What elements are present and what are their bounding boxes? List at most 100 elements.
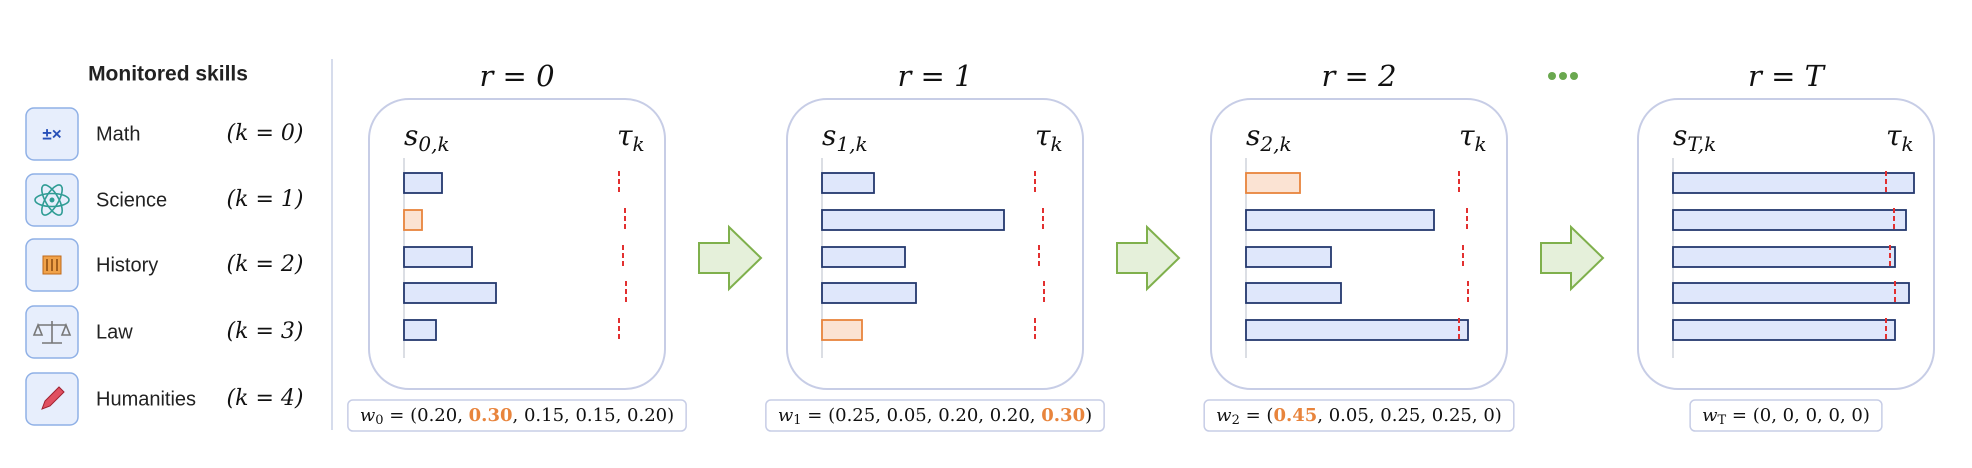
weights-separator: ,	[1817, 405, 1828, 426]
weight-value: 0.20	[990, 405, 1030, 426]
threshold-label: τk	[1886, 119, 1914, 156]
weights: wT = (0, 0, 0, 0, 0)	[1702, 405, 1870, 428]
arrow	[1116, 224, 1181, 292]
skill-bar	[1672, 246, 1896, 268]
skill-icon	[25, 173, 79, 227]
skill-icon: ±×	[25, 107, 79, 161]
weights-close: )	[1495, 405, 1502, 426]
score-label: sT,k	[1673, 119, 1716, 156]
weight-value: 0	[1851, 405, 1862, 426]
round-label: r = 0	[479, 59, 554, 93]
skill-bar	[403, 319, 437, 341]
weight-value: 0.20	[417, 405, 457, 426]
skill-bar	[403, 282, 497, 304]
skill-bar	[821, 172, 875, 194]
weights-separator: ,	[1317, 405, 1328, 426]
skill-icon	[25, 305, 79, 359]
score-label-subscript: 2,k	[1259, 132, 1291, 156]
weight-value: 0.25	[835, 405, 875, 426]
round-panel	[1637, 98, 1935, 390]
threshold-label-symbol: τ	[1459, 119, 1475, 152]
weights: w1 = (0.25, 0.05, 0.20, 0.20, 0.30)	[778, 405, 1092, 428]
weights-open: = (	[1240, 405, 1274, 426]
weights-symbol: w	[778, 405, 794, 426]
threshold-label-symbol: τ	[1035, 119, 1051, 152]
skill-name: Law	[96, 321, 133, 343]
skill-bar	[1245, 172, 1301, 194]
weights-separator: ,	[978, 405, 989, 426]
threshold-label: τk	[1035, 119, 1063, 156]
weights-symbol: w	[360, 405, 376, 426]
weights: w0 = (0.20, 0.30, 0.15, 0.15, 0.20)	[360, 405, 674, 428]
weight-value: 0.15	[524, 405, 564, 426]
skill-bar	[1245, 246, 1332, 268]
score-label: s0,k	[404, 119, 450, 156]
weights-close: )	[667, 405, 674, 426]
skill-name: Humanities	[96, 388, 196, 410]
weights-separator: ,	[513, 405, 524, 426]
threshold-label-symbol: τ	[617, 119, 633, 152]
weights-open: = (	[384, 405, 418, 426]
skill-bar	[1245, 209, 1435, 231]
skill-name: Math	[96, 123, 140, 145]
weights-open: = (	[802, 405, 836, 426]
weights-subscript: 1	[793, 413, 801, 428]
weight-value: 0	[1783, 405, 1794, 426]
weights-separator: ,	[1420, 405, 1431, 426]
skill-index: (k = 4)	[227, 386, 304, 411]
skill-bar	[1245, 282, 1342, 304]
round-panel	[786, 98, 1084, 390]
weights-separator: ,	[1840, 405, 1851, 426]
score-label: s2,k	[1246, 119, 1292, 156]
skill-bar	[1672, 319, 1896, 341]
threshold-label: τk	[617, 119, 645, 156]
pencil	[41, 386, 65, 410]
weights: w2 = (0.45, 0.05, 0.25, 0.25, 0)	[1216, 405, 1502, 428]
weights-separator: ,	[616, 405, 627, 426]
weight-value: 0.05	[887, 405, 927, 426]
skill-bar	[821, 246, 906, 268]
threshold-label-symbol: τ	[1886, 119, 1902, 152]
weights-subscript: T	[1718, 413, 1727, 428]
scale	[32, 321, 72, 344]
weight-value: 0.25	[1432, 405, 1472, 426]
weights-box	[765, 399, 1105, 432]
round-panel	[368, 98, 666, 390]
icon-box	[25, 107, 79, 161]
weights-symbol: w	[1702, 405, 1718, 426]
weights-box	[1689, 399, 1883, 432]
round-label: r = 2	[1321, 59, 1396, 93]
skill-icon	[25, 238, 79, 292]
weight-value: 0.30	[469, 405, 513, 426]
weights-symbol: w	[1216, 405, 1232, 426]
skill-bar	[403, 209, 423, 231]
weights-separator: ,	[875, 405, 886, 426]
skill-bar	[1245, 319, 1469, 341]
skill-index: (k = 0)	[227, 121, 304, 146]
weights-box	[1203, 399, 1515, 432]
score-label: s1,k	[822, 119, 868, 156]
weight-value: 0.05	[1329, 405, 1369, 426]
weights-close: )	[1863, 405, 1870, 426]
weight-value: 0.15	[575, 405, 615, 426]
skill-index: (k = 1)	[227, 187, 304, 212]
icon-text: ±×	[42, 124, 61, 143]
weight-value: 0.30	[1041, 405, 1085, 426]
atom-core	[49, 197, 55, 203]
skill-name: History	[96, 254, 158, 276]
score-label-subscript: 1,k	[836, 132, 867, 156]
skill-index: (k = 2)	[227, 252, 304, 277]
skill-bar	[403, 246, 473, 268]
weights-subscript: 0	[375, 413, 383, 428]
weights-separator: ,	[1369, 405, 1380, 426]
score-label-symbol: s	[822, 119, 836, 152]
skill-bar	[1672, 209, 1907, 231]
score-label-symbol: s	[1246, 119, 1260, 152]
skill-icon	[25, 372, 79, 426]
weights-close: )	[1085, 405, 1092, 426]
atom-orbit	[41, 184, 63, 216]
skill-bar	[821, 319, 863, 341]
skill-bar	[821, 209, 1005, 231]
weight-value: 0	[1483, 405, 1494, 426]
